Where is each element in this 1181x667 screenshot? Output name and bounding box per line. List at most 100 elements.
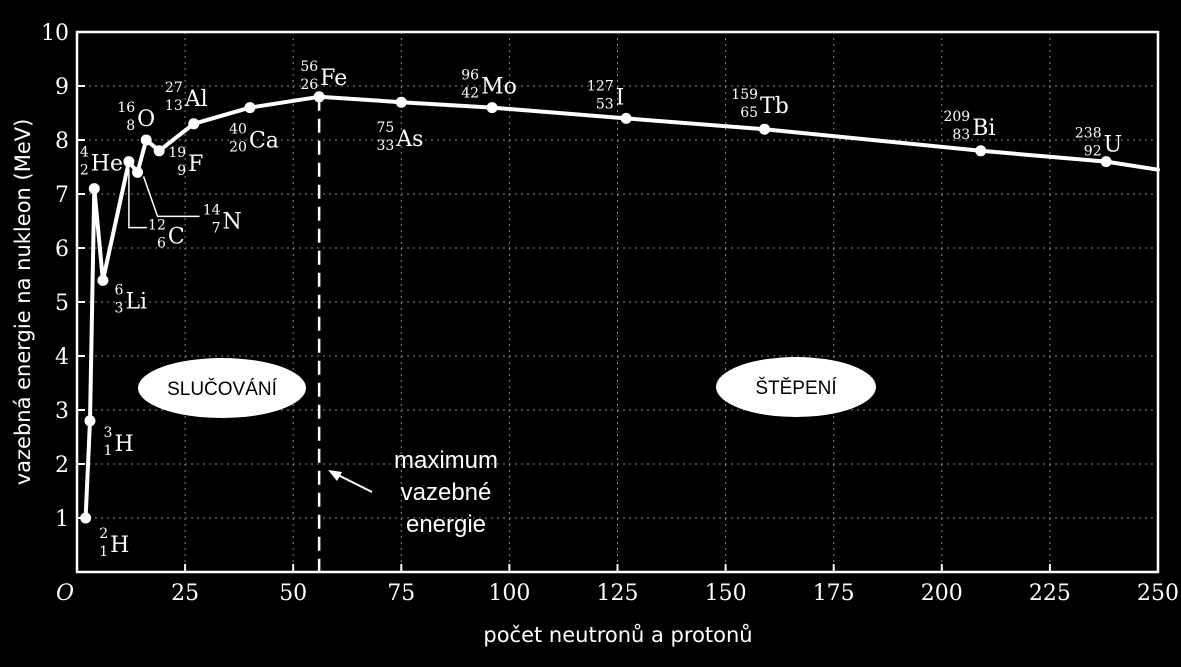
annotation-line-2: vazebné	[401, 479, 492, 506]
nuclide-label-2h: 2 1 H	[99, 526, 129, 560]
mass-number: 127	[587, 78, 614, 94]
x-tick-label: 225	[1029, 581, 1071, 606]
nuclide-label-238u: 238 92 U	[1075, 126, 1122, 160]
atomic-number: 1	[99, 544, 108, 560]
mass-number: 40	[229, 122, 247, 138]
mass-number: 56	[300, 59, 318, 75]
mass-number: 3	[104, 425, 113, 441]
point-12c	[123, 156, 135, 168]
fission-region-badge: ŠTĚPENÍ	[716, 357, 876, 417]
point-56fe	[313, 91, 325, 103]
element-symbol: Ca	[249, 129, 279, 154]
y-tick-label: 8	[55, 129, 69, 154]
nuclide-label-56fe: 56 26 Fe	[300, 59, 347, 93]
element-symbol: N	[223, 209, 242, 234]
mass-number: 159	[731, 87, 758, 103]
y-axis-title: vazebná energie na nukleon (MeV)	[11, 119, 35, 486]
data-points	[80, 91, 1112, 524]
atomic-number: 42	[461, 86, 479, 102]
atomic-number: 65	[740, 105, 758, 121]
mass-number: 14	[203, 202, 221, 218]
y-tick-label: 9	[55, 75, 69, 100]
nuclide-label-40ca: 40 20 Ca	[229, 122, 279, 156]
atomic-number: 26	[300, 77, 318, 93]
point-127i	[620, 112, 632, 124]
leader-line	[128, 169, 147, 229]
nuclide-label-16o: 16 8 O	[117, 100, 155, 134]
mass-number: 16	[117, 100, 135, 116]
grid	[77, 32, 1158, 572]
y-tick-label: 6	[55, 237, 69, 262]
fusion-region-badge: SLUČOVÁNÍ	[138, 358, 306, 418]
y-tick-label: 3	[55, 399, 69, 424]
mass-number: 209	[943, 109, 970, 125]
binding-energy-curve	[83, 94, 1160, 520]
point-14n	[132, 166, 144, 178]
nuclide-label-3h: 3 1 H	[104, 425, 134, 459]
point-209bi	[975, 145, 987, 157]
y-tick-label: 2	[55, 453, 69, 478]
point-19f	[153, 145, 165, 157]
element-symbol: I	[616, 85, 625, 110]
atomic-number: 6	[157, 236, 166, 252]
atomic-number: 7	[212, 220, 221, 236]
x-axis: O 25 50 75 100 125 150 175 200 225 250	[56, 564, 1179, 606]
y-tick-label: 5	[55, 291, 69, 316]
nuclide-label-6li: 6 3 Li	[115, 282, 148, 316]
atomic-number: 92	[1084, 144, 1102, 160]
element-symbol: Fe	[320, 66, 347, 91]
mass-number: 2	[99, 526, 108, 542]
atomic-number: 2	[80, 163, 89, 179]
x-tick-label: 250	[1137, 581, 1179, 606]
fusion-region-label: SLUČOVÁNÍ	[167, 378, 278, 400]
point-159tb	[759, 123, 771, 135]
annotation-line-3: energie	[406, 511, 486, 538]
annotation-arrow	[333, 472, 373, 493]
nuclide-label-19f: 19 9 F	[168, 145, 203, 179]
mass-number: 6	[115, 282, 124, 298]
point-16o	[140, 134, 152, 146]
atomic-number: 3	[115, 300, 124, 316]
point-96mo	[486, 102, 498, 114]
nuclide-label-14n: 14 7 N	[142, 176, 242, 236]
y-tick-label: 7	[55, 183, 69, 208]
mass-number: 96	[461, 68, 479, 84]
x-tick-label: 100	[488, 581, 530, 606]
mass-number: 4	[80, 145, 89, 161]
element-symbol: Al	[184, 87, 208, 112]
element-symbol: Tb	[760, 94, 789, 119]
mass-number: 238	[1075, 126, 1102, 142]
x-tick-label: 50	[279, 581, 307, 606]
point-2h	[80, 512, 92, 524]
element-symbol: Mo	[481, 75, 517, 100]
x-tick-label: 175	[813, 581, 855, 606]
y-tick-label: 4	[55, 345, 69, 370]
nuclide-label-4he: 4 2 He	[80, 145, 123, 179]
atomic-number: 53	[596, 96, 614, 112]
x-tick-label: 25	[171, 581, 199, 606]
annotation-line-1: maximum	[394, 447, 498, 474]
x-tick-label: 150	[705, 581, 747, 606]
nuclide-label-159tb: 159 65 Tb	[731, 87, 789, 121]
atomic-number: 9	[177, 163, 186, 179]
element-symbol: C	[168, 225, 185, 250]
element-symbol: Li	[125, 289, 147, 314]
atomic-number: 13	[165, 98, 183, 114]
mass-number: 19	[168, 145, 186, 161]
nuclide-label-12c: 12 6 C	[128, 169, 185, 252]
element-symbol: F	[188, 152, 203, 177]
x-axis-title: počet neutronů a protonů	[483, 623, 752, 647]
nuclide-label-75as: 75 33 As	[376, 120, 423, 154]
x-tick-label: 125	[597, 581, 639, 606]
nuclide-label-96mo: 96 42 Mo	[461, 68, 517, 102]
point-75as	[395, 96, 407, 108]
point-40ca	[244, 102, 256, 114]
point-238u	[1100, 156, 1112, 168]
element-symbol: H	[110, 533, 129, 558]
element-symbol: As	[395, 127, 423, 152]
point-27al	[188, 118, 200, 130]
element-symbol: U	[1104, 133, 1123, 158]
mass-number: 27	[165, 80, 183, 96]
